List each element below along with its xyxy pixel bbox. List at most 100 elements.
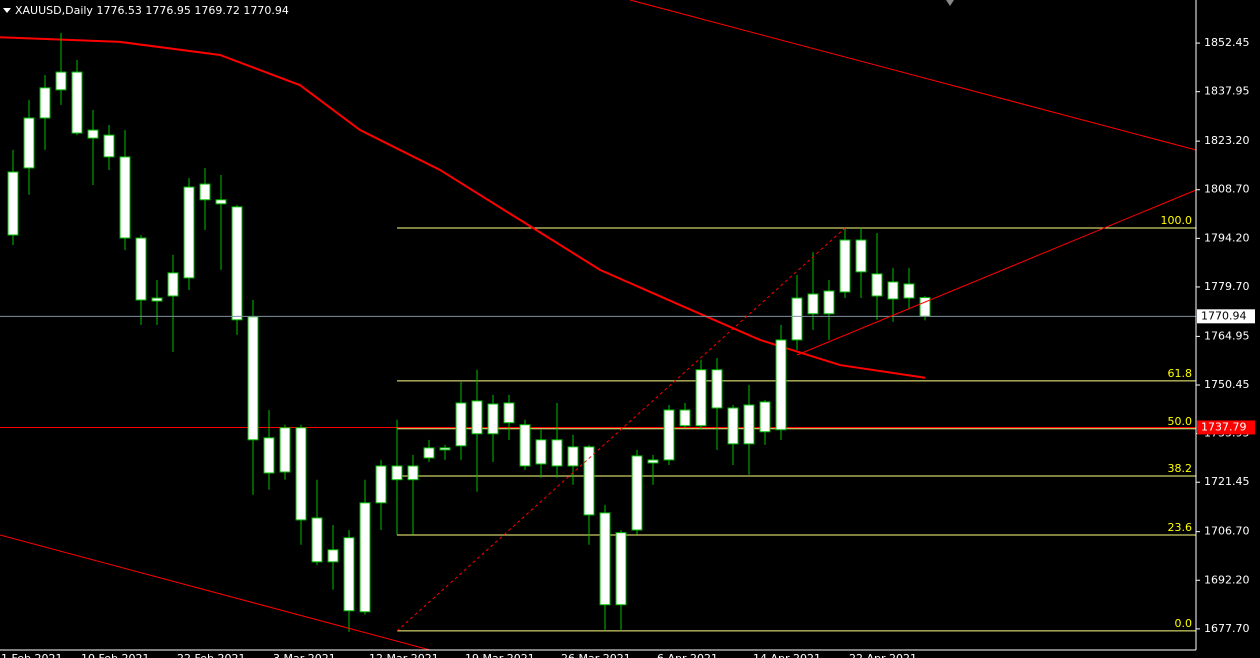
- candle-body: [599, 512, 611, 606]
- candle-body: [423, 447, 435, 459]
- candle-body: [695, 369, 707, 427]
- y-tick-label: 1706.70: [1204, 525, 1250, 538]
- chart-title: XAUUSD,Daily 1776.53 1776.95 1769.72 177…: [15, 4, 289, 17]
- x-tick-label: 1 Feb 2021: [1, 652, 62, 658]
- candle-body: [23, 117, 35, 169]
- candle-body: [151, 297, 163, 302]
- candle-body: [295, 427, 307, 521]
- candle-body: [359, 502, 371, 613]
- x-tick-label: 14 Apr 2021: [753, 652, 821, 658]
- candle-body: [647, 459, 659, 464]
- candle-body: [279, 427, 291, 473]
- candle-body: [551, 439, 563, 467]
- candle-body: [679, 409, 691, 427]
- candle-body: [759, 401, 771, 433]
- x-tick-label: 19 Mar 2021: [465, 652, 535, 658]
- y-tick-label: 1677.70: [1204, 622, 1250, 635]
- fib-label: 100.0: [1161, 214, 1193, 227]
- candle-body: [711, 369, 723, 409]
- candle-body: [39, 87, 51, 119]
- candle-body: [439, 447, 451, 451]
- y-tick-label: 1721.45: [1204, 475, 1250, 488]
- candle-body: [391, 465, 403, 481]
- price-label-box: [1197, 420, 1255, 435]
- candle-body: [487, 403, 499, 435]
- channel-line: [0, 534, 431, 651]
- candle-body: [7, 171, 19, 236]
- candle-body: [455, 402, 467, 447]
- current-price-box: [1197, 309, 1255, 324]
- fib-label: 0.0: [1175, 617, 1193, 630]
- candle-body: [727, 407, 739, 445]
- candle-body: [231, 206, 243, 321]
- candle-body: [263, 437, 275, 474]
- candle-body: [87, 129, 99, 139]
- candle-body: [471, 400, 483, 435]
- scroll-marker: [946, 0, 954, 6]
- candle-body: [103, 134, 115, 158]
- candle-body: [535, 439, 547, 465]
- fib-label: 50.0: [1168, 415, 1193, 428]
- candle-body: [663, 409, 675, 461]
- candle-body: [615, 532, 627, 606]
- candle-body: [167, 272, 179, 297]
- candle-body: [823, 290, 835, 315]
- candle-body: [55, 71, 67, 91]
- candle-body: [903, 283, 915, 299]
- candle-body: [631, 455, 643, 531]
- candle-body: [807, 293, 819, 315]
- y-tick-label: 1750.45: [1204, 378, 1250, 391]
- y-tick-label: 1852.45: [1204, 36, 1250, 49]
- candle-body: [567, 446, 579, 467]
- current-price-label: 1770.94: [1201, 309, 1247, 322]
- trend-line: [796, 189, 1197, 356]
- channel-line: [629, 0, 1197, 151]
- candle-body: [887, 281, 899, 300]
- candle-body: [775, 339, 787, 431]
- y-tick-label: 1764.95: [1204, 329, 1250, 342]
- moving-average: [0, 36, 926, 379]
- candle-body: [519, 424, 531, 467]
- candle-body: [71, 71, 83, 134]
- candle-body: [199, 183, 211, 201]
- candle-body: [375, 465, 387, 504]
- x-tick-label: 3 Mar 2021: [273, 652, 336, 658]
- candle-body: [327, 549, 339, 563]
- x-tick-label: 10 Feb 2021: [81, 652, 149, 658]
- candle-body: [839, 239, 851, 293]
- menu-arrow: [3, 8, 11, 13]
- plot: [0, 32, 1196, 632]
- y-tick-label: 1692.20: [1204, 573, 1250, 586]
- price-label: 1737.79: [1201, 420, 1247, 433]
- x-tick-label: 26 Mar 2021: [561, 652, 631, 658]
- candle-body: [503, 402, 515, 424]
- y-tick-label: 1823.20: [1204, 134, 1250, 147]
- x-tick-label: 22 Apr 2021: [849, 652, 917, 658]
- x-tick-label: 12 Mar 2021: [369, 652, 439, 658]
- x-tick-label: 22 Feb 2021: [177, 652, 245, 658]
- x-tick-label: 6 Apr 2021: [657, 652, 718, 658]
- candle-body: [407, 465, 419, 481]
- candle-body: [215, 199, 227, 205]
- candle-body: [119, 156, 131, 239]
- fib-baseline: [396, 227, 846, 632]
- candle-body: [311, 517, 323, 563]
- candle-body: [343, 537, 355, 612]
- fib-label: 38.2: [1168, 462, 1193, 475]
- candle-body: [791, 297, 803, 341]
- candle-body: [247, 316, 259, 441]
- fib-label: 23.6: [1168, 521, 1193, 534]
- y-tick-label: 1808.70: [1204, 183, 1250, 196]
- candle-body: [871, 273, 883, 297]
- fib-label: 61.8: [1168, 367, 1193, 380]
- candle-body: [855, 239, 867, 273]
- y-tick-label: 1837.95: [1204, 85, 1250, 98]
- candle-body: [583, 446, 595, 516]
- y-tick-label: 1794.20: [1204, 231, 1250, 244]
- candle-body: [183, 186, 195, 279]
- candle-body: [743, 404, 755, 445]
- y-tick-label: 1779.70: [1204, 280, 1250, 293]
